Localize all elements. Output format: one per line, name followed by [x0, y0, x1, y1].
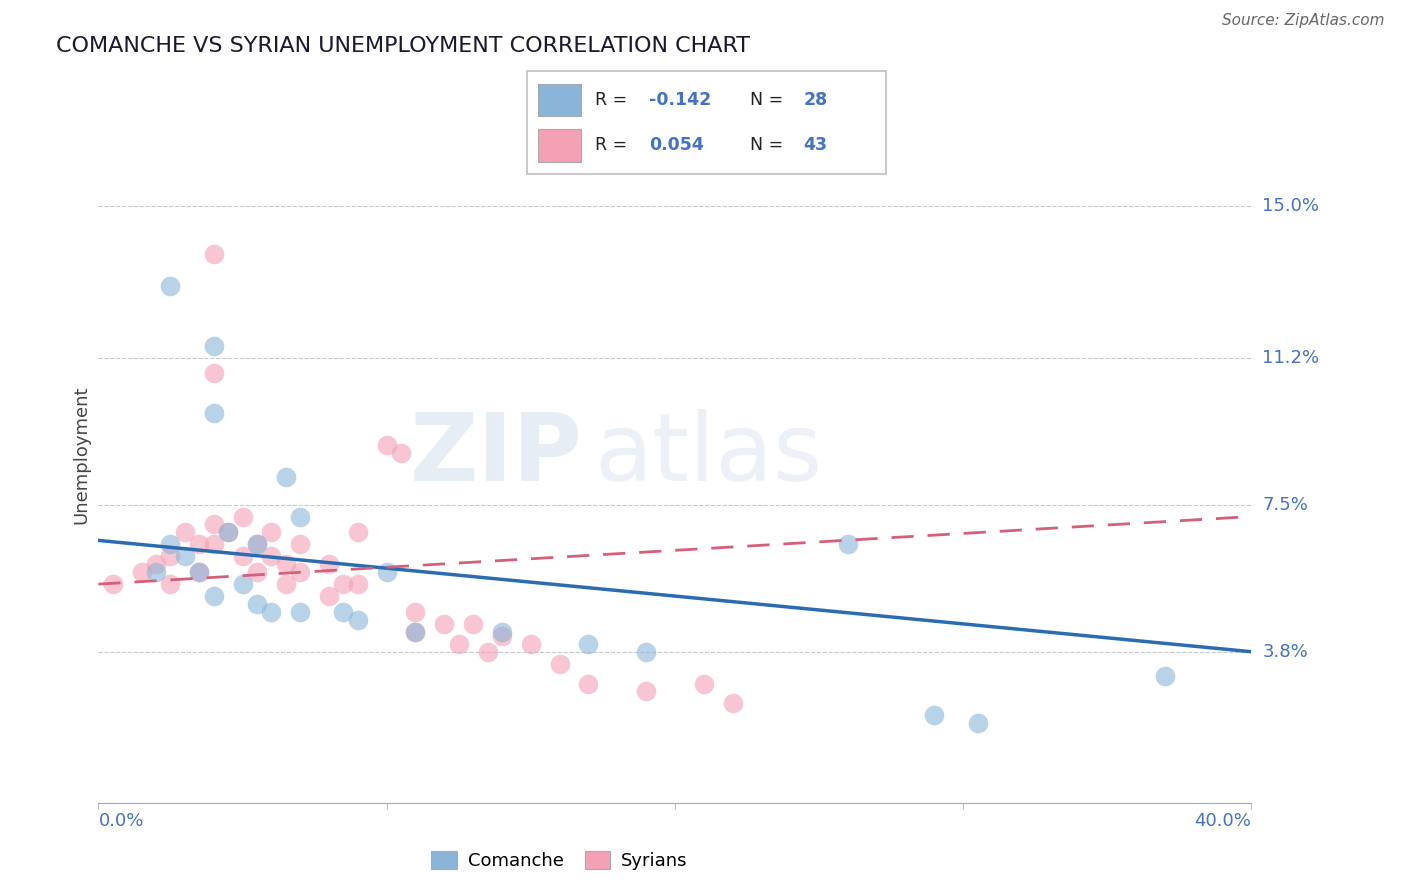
- Point: [260, 549, 283, 564]
- Point: [405, 605, 427, 619]
- Text: 11.2%: 11.2%: [1263, 349, 1320, 367]
- Text: 3.8%: 3.8%: [1263, 643, 1308, 661]
- Point: [202, 589, 225, 603]
- Text: 40.0%: 40.0%: [1195, 812, 1251, 830]
- Point: [159, 279, 181, 293]
- Y-axis label: Unemployment: Unemployment: [72, 385, 90, 524]
- Point: [375, 565, 398, 579]
- Text: 7.5%: 7.5%: [1263, 496, 1309, 514]
- Point: [174, 525, 197, 540]
- Point: [433, 616, 456, 631]
- Point: [274, 470, 297, 484]
- Point: [520, 637, 543, 651]
- Point: [375, 438, 398, 452]
- Point: [246, 537, 269, 551]
- Point: [188, 565, 211, 579]
- Text: N =: N =: [749, 91, 789, 109]
- Text: Source: ZipAtlas.com: Source: ZipAtlas.com: [1222, 13, 1385, 29]
- Point: [966, 716, 988, 731]
- Point: [246, 565, 269, 579]
- Point: [188, 537, 211, 551]
- FancyBboxPatch shape: [538, 84, 581, 117]
- Point: [260, 525, 283, 540]
- Point: [578, 637, 600, 651]
- Point: [290, 565, 312, 579]
- Point: [290, 537, 312, 551]
- Point: [346, 613, 368, 627]
- Point: [461, 616, 484, 631]
- Point: [491, 629, 513, 643]
- Point: [578, 676, 600, 690]
- Point: [636, 684, 658, 698]
- Text: ZIP: ZIP: [409, 409, 582, 501]
- Point: [837, 537, 859, 551]
- Point: [346, 525, 368, 540]
- Point: [246, 537, 269, 551]
- Point: [217, 525, 239, 540]
- Point: [231, 549, 254, 564]
- Text: R =: R =: [595, 91, 633, 109]
- Point: [447, 637, 470, 651]
- Point: [332, 605, 354, 619]
- Point: [332, 577, 354, 591]
- Point: [202, 247, 225, 261]
- Point: [246, 597, 269, 611]
- Point: [693, 676, 716, 690]
- Text: 0.0%: 0.0%: [98, 812, 143, 830]
- Point: [202, 537, 225, 551]
- FancyBboxPatch shape: [527, 71, 886, 174]
- Point: [231, 509, 254, 524]
- Text: atlas: atlas: [595, 409, 823, 501]
- Point: [548, 657, 571, 671]
- Point: [721, 697, 744, 711]
- Text: 28: 28: [803, 91, 828, 109]
- Text: 0.054: 0.054: [650, 136, 704, 154]
- Point: [174, 549, 197, 564]
- Point: [145, 565, 167, 579]
- Point: [131, 565, 153, 579]
- Point: [274, 577, 297, 591]
- Point: [922, 708, 945, 723]
- Text: COMANCHE VS SYRIAN UNEMPLOYMENT CORRELATION CHART: COMANCHE VS SYRIAN UNEMPLOYMENT CORRELAT…: [56, 36, 751, 55]
- Point: [159, 549, 181, 564]
- Text: R =: R =: [595, 136, 633, 154]
- Text: N =: N =: [749, 136, 789, 154]
- Point: [159, 537, 181, 551]
- Point: [346, 577, 368, 591]
- Point: [145, 558, 167, 572]
- Text: 43: 43: [803, 136, 827, 154]
- Point: [202, 517, 225, 532]
- Point: [188, 565, 211, 579]
- Point: [202, 338, 225, 352]
- Point: [491, 624, 513, 639]
- Point: [159, 577, 181, 591]
- Point: [101, 577, 124, 591]
- Point: [231, 577, 254, 591]
- Point: [405, 624, 427, 639]
- Point: [260, 605, 283, 619]
- Point: [274, 558, 297, 572]
- Point: [1153, 668, 1175, 682]
- Point: [202, 367, 225, 381]
- Point: [405, 624, 427, 639]
- Text: -0.142: -0.142: [650, 91, 711, 109]
- Point: [290, 509, 312, 524]
- Point: [217, 525, 239, 540]
- FancyBboxPatch shape: [538, 128, 581, 161]
- Point: [290, 605, 312, 619]
- Point: [318, 589, 340, 603]
- Point: [202, 406, 225, 420]
- Legend: Comanche, Syrians: Comanche, Syrians: [425, 844, 695, 877]
- Point: [636, 645, 658, 659]
- Point: [389, 446, 412, 460]
- Point: [477, 645, 499, 659]
- Point: [318, 558, 340, 572]
- Text: 15.0%: 15.0%: [1263, 197, 1319, 216]
